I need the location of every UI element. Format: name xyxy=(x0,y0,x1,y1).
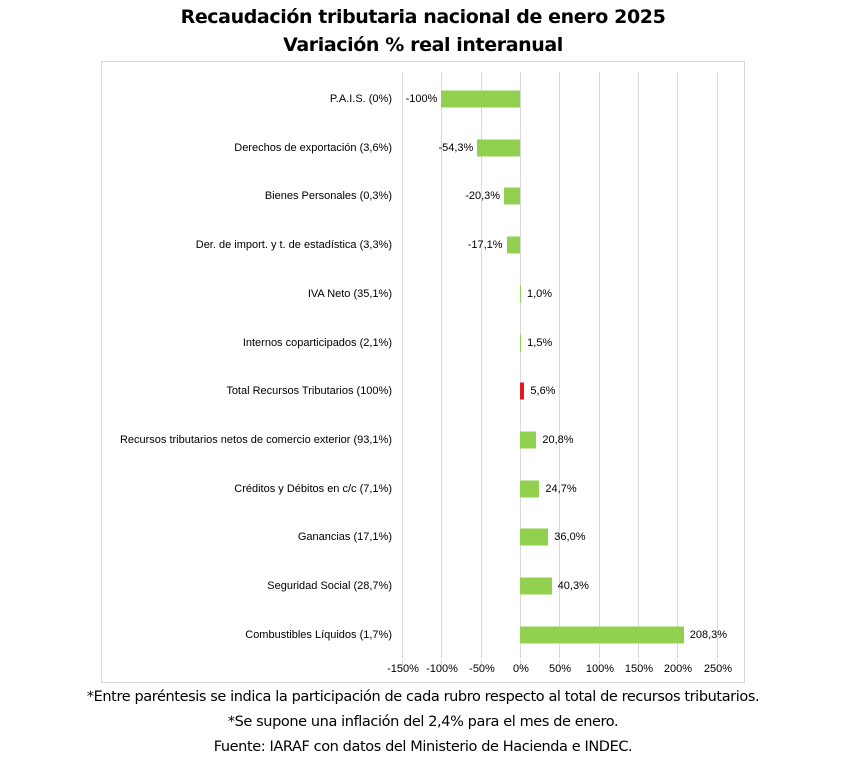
x-axis-tick-label: 250% xyxy=(703,663,733,675)
bar-value-label: 20,8% xyxy=(542,434,574,446)
category-label: Ganancias (17,1%) xyxy=(297,531,392,543)
category-label: Bienes Personales (0,3%) xyxy=(264,190,392,202)
gridline xyxy=(717,72,718,658)
bar xyxy=(520,382,525,400)
chart-frame xyxy=(101,61,745,683)
bar-value-label: 36,0% xyxy=(554,531,586,543)
x-axis-tick-label: 50% xyxy=(548,663,572,675)
x-axis-tick xyxy=(638,660,639,668)
chart-title: Recaudación tributaria nacional de enero… xyxy=(180,6,666,28)
category-label: IVA Neto (35,1%) xyxy=(307,288,392,300)
bar-value-label: 208,3% xyxy=(689,629,728,641)
x-axis-tick xyxy=(520,660,521,668)
x-axis-tick-label: -50% xyxy=(469,663,495,675)
x-axis-tick-label: -150% xyxy=(387,663,419,675)
bar xyxy=(441,90,520,108)
gridline xyxy=(441,72,442,658)
x-axis-tick xyxy=(677,660,678,668)
gridline xyxy=(638,72,639,658)
bar-value-label: 5,6% xyxy=(530,385,556,397)
bar xyxy=(477,139,520,157)
gridline xyxy=(520,72,521,658)
bar xyxy=(520,528,549,546)
x-axis-tick xyxy=(402,660,403,668)
bar-value-label: 1,5% xyxy=(527,337,553,349)
category-label: Combustibles Líquidos (1,7%) xyxy=(245,629,392,641)
category-label: Der. de import. y t. de estadística (3,3… xyxy=(195,239,392,251)
footnote-participation: *Entre paréntesis se indica la participa… xyxy=(86,689,760,705)
gridline xyxy=(559,72,560,658)
bar-value-label: 1,0% xyxy=(527,288,553,300)
x-axis-tick-label: 100% xyxy=(585,663,615,675)
x-axis-tick-label: 200% xyxy=(663,663,693,675)
x-axis-tick xyxy=(599,660,600,668)
chart-subtitle: Variación % real interanual xyxy=(283,34,563,56)
source-note: Fuente: IARAF con datos del Ministerio d… xyxy=(213,739,633,755)
gridline xyxy=(402,72,403,658)
category-label: Seguridad Social (28,7%) xyxy=(267,580,392,592)
footnote-inflation: *Se supone una inflación del 2,4% para e… xyxy=(227,714,619,730)
category-label: Internos coparticipados (2,1%) xyxy=(242,337,392,349)
bar xyxy=(520,285,521,303)
category-label: P.A.I.S. (0%) xyxy=(329,93,392,105)
category-label: Recursos tributarios netos de comercio e… xyxy=(119,434,392,446)
bar-value-label: 24,7% xyxy=(545,483,577,495)
gridline xyxy=(677,72,678,658)
x-axis-tick-label: 150% xyxy=(624,663,654,675)
bar-value-label: -54,3% xyxy=(438,142,474,154)
category-label: Total Recursos Tributarios (100%) xyxy=(226,385,392,397)
gridline xyxy=(599,72,600,658)
bar-value-label: -20,3% xyxy=(465,190,501,202)
bar xyxy=(520,626,684,644)
category-label: Derechos de exportación (3,6%) xyxy=(234,142,392,154)
category-label: Créditos y Débitos en c/c (7,1%) xyxy=(234,483,392,495)
gridline xyxy=(481,72,482,658)
x-axis-tick xyxy=(441,660,442,668)
bar-value-label: -100% xyxy=(405,93,438,105)
bar xyxy=(520,577,552,595)
bar xyxy=(520,480,540,498)
bar xyxy=(506,236,520,254)
x-axis-tick-label: 0% xyxy=(513,663,529,675)
x-axis-tick-label: -100% xyxy=(426,663,458,675)
bar-value-label: -17,1% xyxy=(467,239,503,251)
x-axis-tick xyxy=(481,660,482,668)
x-axis-tick xyxy=(717,660,718,668)
x-axis-tick xyxy=(559,660,560,668)
bar xyxy=(520,431,537,449)
bar-value-label: 40,3% xyxy=(557,580,589,592)
bar xyxy=(520,334,522,352)
bar xyxy=(504,187,520,205)
